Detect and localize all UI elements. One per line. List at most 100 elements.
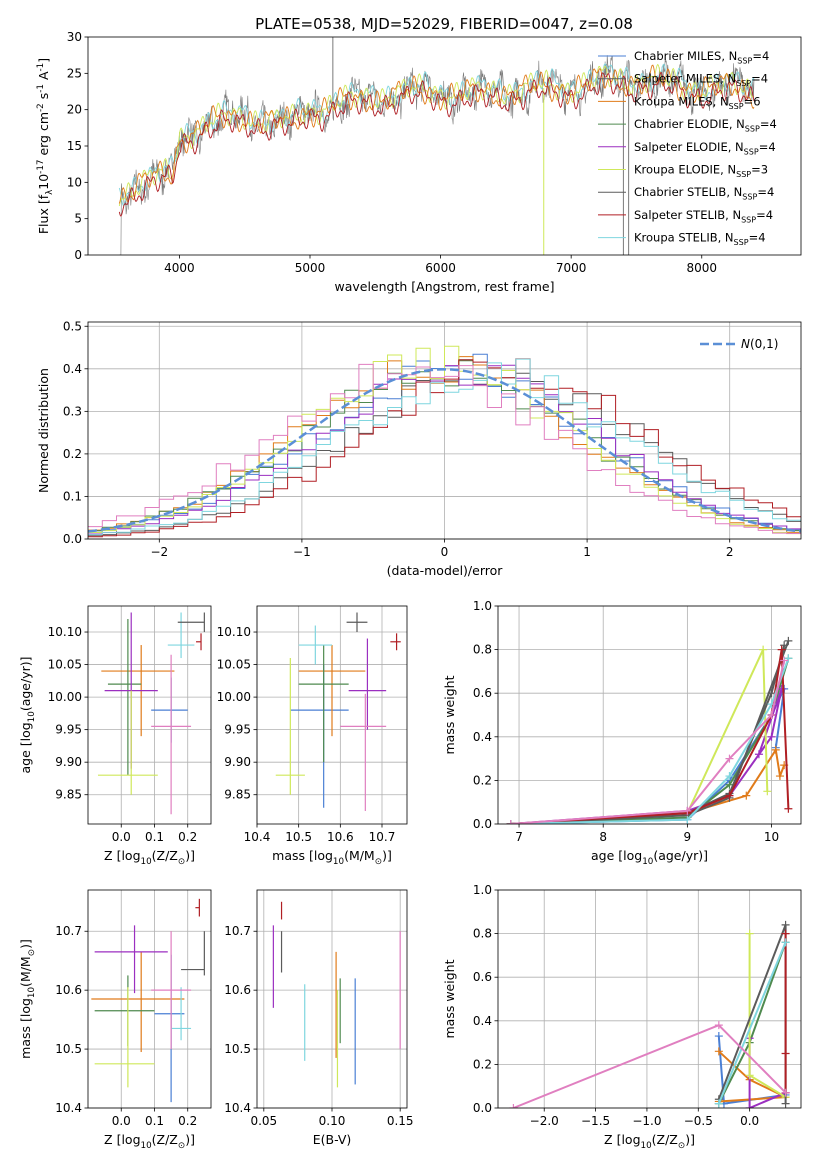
legend-entry: Salpeter MILES, NSSP=4 [634,72,768,88]
y-tick-label: 0.0 [473,817,492,831]
y-tick-label: 0.4 [473,730,492,744]
errorbar-point [298,625,332,665]
weight-marker [725,754,734,763]
y-tick-label: 9.95 [224,723,251,737]
errorbar-point [171,987,192,1041]
model-spectrum [118,63,755,207]
weight-marker [784,804,793,813]
x-tick-label: 0.0 [112,1114,131,1128]
y-tick-label: 0.5 [63,319,82,333]
x-tick-label: −1 [293,545,311,559]
weight-marker [745,929,754,938]
x-tick-label: 0.1 [145,830,164,844]
x-tick-label: 1 [583,545,591,559]
y-tick-label: 10.7 [55,924,82,938]
x-tick-label: 5000 [295,261,326,275]
y-tick-label: 10.7 [224,924,251,938]
y-tick-label: 10.6 [55,983,82,997]
y-tick-label: 10.10 [48,625,82,639]
x-tick-label: 0.15 [387,1114,414,1128]
weight-series-line [717,941,787,1104]
y-tick-label: 10.10 [217,625,251,639]
weight-marker [742,791,751,800]
legend-entry: Kroupa STELIB, NSSP=4 [634,231,766,247]
y-tick-label: 10.4 [55,1101,82,1115]
x-tick-label: 0.0 [740,1114,759,1128]
y-tick-label: 0.6 [473,970,492,984]
weight_vs_age-frame [497,605,802,825]
age_vs_mass-plot-area [275,612,401,811]
x-tick-label: 0.05 [250,1114,277,1128]
y-tick-label: 0.2 [473,773,492,787]
spectrum-xlabel: wavelength [Angstrom, rest frame] [334,279,554,294]
weight-series-line [510,640,790,824]
plots-layer: 4000 5000 6000 7000 8000051015202530waveleng… [18,30,802,1151]
x-tick-label: 6000 [425,261,456,275]
weight-marker [763,787,772,796]
x-tick-label: 0.2 [178,1114,197,1128]
legend-entry: Kroupa ELODIE, NSSP=3 [634,163,768,179]
weight-marker [759,645,768,654]
y-tick-label: 15 [67,139,82,153]
weight-series-line [513,1024,787,1108]
figure-title: PLATE=0538, MJD=52029, FIBERID=0047, z=0… [255,15,633,33]
errorbar-point [151,654,192,815]
weight-marker [771,745,780,754]
y-tick-label: 0.1 [63,489,82,503]
mass_vs_Z-axes: 0.0 0.1 0.2 10.4 10.5 10.6 10.7 Z [log10(Z/Z⊙)]… [18,889,212,1151]
residuals-ylabel: Normed distribution [36,368,51,493]
y-tick-label: 10.05 [217,658,251,672]
weight-marker [767,711,776,719]
weight-marker [777,684,786,693]
errorbar-point [298,645,349,763]
residual-histogram [88,363,801,534]
weight-marker [775,772,784,781]
legend-entry: Kroupa MILES, NSSP=6 [634,94,761,110]
mass_vs_Z-xlabel: Z [log10(Z/Z⊙)] [104,1132,195,1151]
weight-marker [714,1099,723,1108]
y-tick-label: 5 [74,212,82,226]
residual-histogram [88,345,801,535]
weight_vs_Z-xlabel: Z [log10(Z/Z⊙)] [604,1132,695,1151]
y-tick-label: 30 [67,30,82,44]
weight-marker [781,929,790,938]
weight-marker [745,1071,754,1080]
weight-marker [506,820,515,824]
weight-marker [725,791,734,800]
mass_vs_Z-plot-area [91,898,205,1103]
y-tick-label: 20 [67,103,82,117]
weight-marker [781,920,790,929]
x-tick-label: 4000 [164,261,195,275]
weight-marker [781,1099,790,1108]
y-tick-label: 0.4 [473,1014,492,1028]
x-tick-label: 0.1 [145,1114,164,1128]
residual-histogram [88,358,801,536]
errorbar-point [151,931,192,1050]
y-tick-label: 10.6 [224,983,251,997]
spectrum-ylabel: Flux [fλ10-17 erg cm-2 s-1 A-1] [36,58,55,234]
weight_vs_age-ylabel: mass weight [442,675,457,754]
x-tick-label: 0.2 [178,830,197,844]
y-tick-label: 0.2 [473,1057,492,1071]
weight-marker [781,1088,790,1097]
mass_vs_ebv-xlabel: E(B-V) [313,1132,352,1147]
y-tick-label: 0.8 [473,927,492,941]
weight-marker [509,1104,518,1108]
errorbar-point [275,658,305,795]
errorbar-point [91,951,185,1053]
x-tick-label: 10.5 [285,830,312,844]
x-tick-label: 0 [441,545,449,559]
legend-entry: Salpeter ELODIE, NSSP=4 [634,140,776,156]
y-tick-label: 10 [67,175,82,189]
errorbar-point [390,633,401,651]
errorbar-point [94,975,155,1047]
x-tick-label: 8 [599,830,607,844]
y-tick-label: 0.0 [473,1101,492,1115]
y-tick-label: 0.4 [63,362,82,376]
errorbar-point [107,619,142,776]
errorbar-point [167,612,195,659]
y-tick-label: 9.90 [224,755,251,769]
weight-marker [754,750,763,759]
model-spectrum [118,63,755,207]
observed-spectrum [119,55,755,255]
